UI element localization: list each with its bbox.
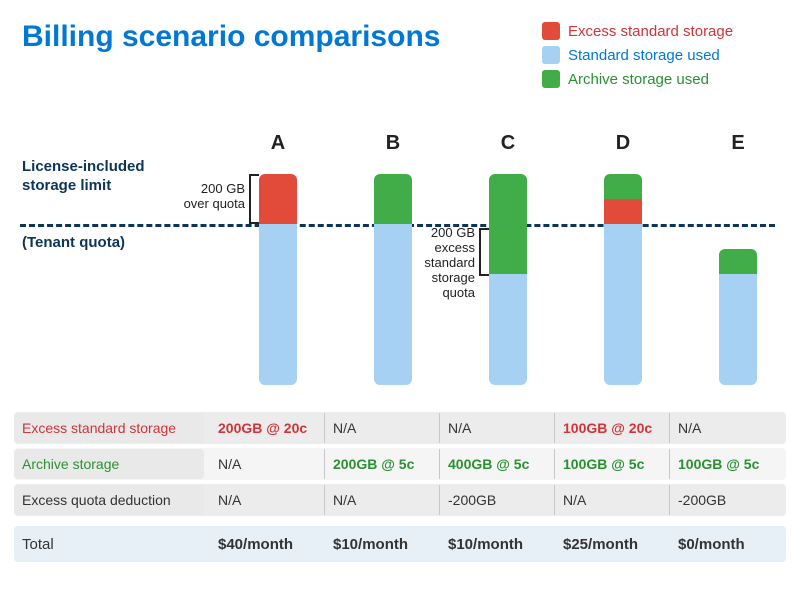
- table-cell: 100GB @ 5c: [555, 449, 670, 479]
- bar-segment-standard: [259, 224, 297, 385]
- column-label: C: [488, 132, 528, 155]
- bar-segment-archive: [489, 174, 527, 274]
- table-cell: N/A: [210, 449, 325, 479]
- bar-segment-excess: [604, 199, 642, 224]
- table-row: Excess standard storage200GB @ 20cN/AN/A…: [14, 412, 786, 444]
- table-cell: N/A: [210, 485, 325, 515]
- table-row: Excess quota deductionN/AN/A-200GBN/A-20…: [14, 484, 786, 516]
- bar-D: [604, 174, 642, 385]
- bar-C: [489, 174, 527, 385]
- bracket-c: [479, 228, 481, 276]
- table-cell: $40/month: [210, 529, 325, 559]
- table-cell: 200GB @ 5c: [325, 449, 440, 479]
- legend-label: Standard storage used: [568, 47, 720, 64]
- table-cell: -200GB: [670, 485, 785, 515]
- bar-segment-standard: [719, 274, 757, 385]
- table-cell: 100GB @ 5c: [670, 449, 785, 479]
- table-cell: N/A: [325, 485, 440, 515]
- column-label: A: [258, 132, 298, 155]
- table-cell: 200GB @ 20c: [210, 413, 325, 443]
- table-cell: 400GB @ 5c: [440, 449, 555, 479]
- legend: Excess standard storage Standard storage …: [542, 22, 733, 94]
- row-header: Excess standard storage: [14, 413, 204, 443]
- row-header: Excess quota deduction: [14, 485, 204, 515]
- table-total-row: Total$40/month$10/month$10/month$25/mont…: [14, 526, 786, 562]
- legend-swatch: [542, 22, 560, 40]
- bar-segment-archive: [719, 249, 757, 274]
- table-cell: N/A: [440, 413, 555, 443]
- legend-item: Archive storage used: [542, 70, 733, 88]
- table-cell: N/A: [325, 413, 440, 443]
- row-header: Archive storage: [14, 449, 204, 479]
- table-cell: 100GB @ 20c: [555, 413, 670, 443]
- page-title: Billing scenario comparisons: [22, 20, 440, 54]
- table-cell: N/A: [555, 485, 670, 515]
- chart: License-includedstorage limit (Tenant qu…: [0, 130, 800, 400]
- table-cell: $10/month: [440, 529, 555, 559]
- table-cell: $10/month: [325, 529, 440, 559]
- table-row: Archive storageN/A200GB @ 5c400GB @ 5c10…: [14, 448, 786, 480]
- bar-segment-archive: [604, 174, 642, 199]
- legend-swatch: [542, 46, 560, 64]
- legend-label: Archive storage used: [568, 71, 709, 88]
- legend-swatch: [542, 70, 560, 88]
- bar-segment-standard: [604, 224, 642, 385]
- legend-label: Excess standard storage: [568, 23, 733, 40]
- table-cell: -200GB: [440, 485, 555, 515]
- table-cell: N/A: [670, 413, 785, 443]
- column-label: B: [373, 132, 413, 155]
- axis-label-quota: (Tenant quota): [22, 234, 125, 253]
- table-cell: $0/month: [670, 529, 785, 559]
- bar-E: [719, 249, 757, 385]
- table-cell: $25/month: [555, 529, 670, 559]
- legend-item: Excess standard storage: [542, 22, 733, 40]
- annotation-a: 200 GBover quota: [179, 182, 245, 212]
- column-label: D: [603, 132, 643, 155]
- bracket-a: [249, 174, 251, 224]
- bar-B: [374, 174, 412, 385]
- legend-item: Standard storage used: [542, 46, 733, 64]
- row-header: Total: [14, 529, 204, 559]
- annotation-c: 200 GBexcessstandardstoragequota: [411, 226, 475, 301]
- column-label: E: [718, 132, 758, 155]
- bar-segment-archive: [374, 174, 412, 224]
- bar-segment-standard: [489, 274, 527, 385]
- axis-label-limit: License-includedstorage limit: [22, 158, 145, 196]
- bar-segment-standard: [374, 224, 412, 385]
- bar-segment-excess: [259, 174, 297, 224]
- billing-table: Excess standard storage200GB @ 20cN/AN/A…: [14, 412, 786, 562]
- bar-A: [259, 174, 297, 385]
